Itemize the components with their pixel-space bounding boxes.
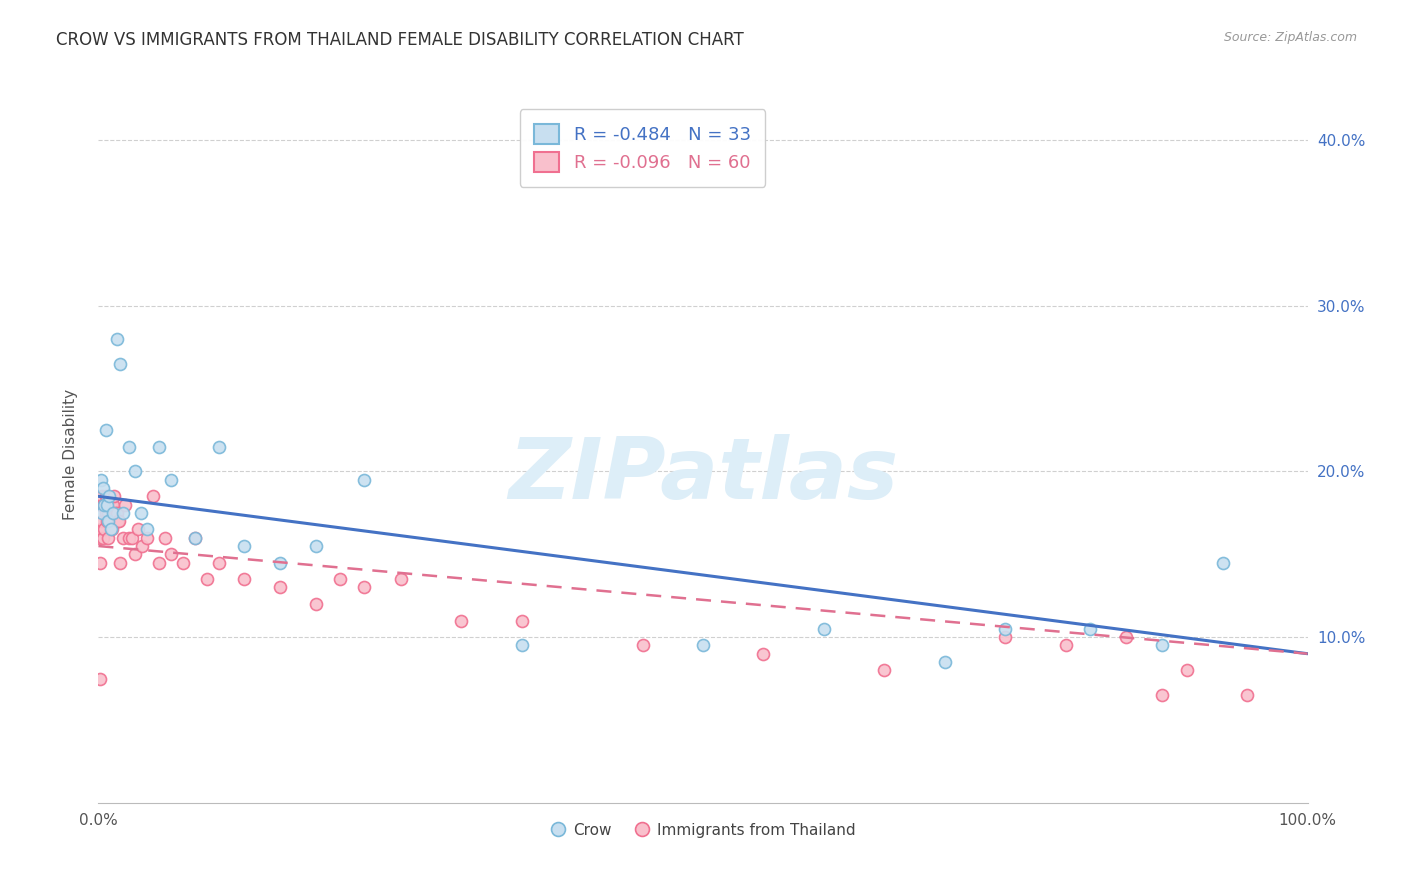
Point bbox=[1175, 663, 1198, 677]
Point bbox=[353, 473, 375, 487]
Point bbox=[118, 531, 141, 545]
Point bbox=[108, 556, 131, 570]
Point bbox=[101, 506, 124, 520]
Point bbox=[97, 506, 120, 520]
Y-axis label: Female Disability: Female Disability bbox=[63, 389, 77, 521]
Point bbox=[94, 489, 117, 503]
Point bbox=[752, 647, 775, 661]
Point bbox=[450, 614, 472, 628]
Point bbox=[305, 539, 328, 553]
Point bbox=[129, 506, 152, 520]
Point bbox=[105, 506, 128, 520]
Point bbox=[103, 489, 125, 503]
Point bbox=[91, 531, 114, 545]
Point bbox=[100, 523, 122, 537]
Point bbox=[114, 498, 136, 512]
Point bbox=[101, 498, 124, 512]
Point bbox=[160, 547, 183, 561]
Point bbox=[98, 489, 121, 503]
Point bbox=[1236, 688, 1258, 702]
Point bbox=[91, 489, 114, 503]
Point bbox=[692, 639, 714, 653]
Point bbox=[91, 481, 114, 495]
Point bbox=[89, 672, 111, 686]
Point bbox=[389, 572, 412, 586]
Point bbox=[108, 357, 131, 371]
Point bbox=[631, 639, 654, 653]
Point bbox=[97, 531, 120, 545]
Point bbox=[135, 531, 157, 545]
Point bbox=[148, 440, 170, 454]
Point bbox=[131, 539, 153, 553]
Point bbox=[353, 581, 375, 595]
Point bbox=[89, 556, 111, 570]
Point bbox=[108, 514, 131, 528]
Point bbox=[172, 556, 194, 570]
Point bbox=[269, 581, 291, 595]
Point bbox=[934, 655, 956, 669]
Point bbox=[96, 498, 118, 512]
Point bbox=[118, 440, 141, 454]
Text: ZIPatlas: ZIPatlas bbox=[508, 434, 898, 517]
Point bbox=[127, 523, 149, 537]
Point bbox=[100, 523, 122, 537]
Point bbox=[813, 622, 835, 636]
Point bbox=[232, 572, 254, 586]
Point bbox=[96, 498, 118, 512]
Point bbox=[873, 663, 896, 677]
Point bbox=[107, 514, 129, 528]
Point bbox=[994, 622, 1017, 636]
Point bbox=[100, 498, 122, 512]
Point bbox=[121, 531, 143, 545]
Point bbox=[1212, 556, 1234, 570]
Point bbox=[124, 465, 146, 479]
Point bbox=[90, 523, 112, 537]
Point bbox=[96, 514, 118, 528]
Point bbox=[142, 489, 165, 503]
Point bbox=[1054, 639, 1077, 653]
Point bbox=[153, 531, 176, 545]
Point bbox=[93, 498, 115, 512]
Point bbox=[124, 547, 146, 561]
Point bbox=[184, 531, 207, 545]
Point bbox=[89, 531, 111, 545]
Point bbox=[1078, 622, 1101, 636]
Point bbox=[91, 506, 114, 520]
Point bbox=[93, 498, 115, 512]
Point bbox=[98, 514, 121, 528]
Point bbox=[91, 514, 114, 528]
Point bbox=[269, 556, 291, 570]
Point bbox=[510, 614, 533, 628]
Point bbox=[90, 473, 112, 487]
Point bbox=[208, 440, 231, 454]
Point bbox=[1115, 630, 1137, 644]
Text: Source: ZipAtlas.com: Source: ZipAtlas.com bbox=[1223, 31, 1357, 45]
Point bbox=[91, 498, 114, 512]
Point bbox=[195, 572, 218, 586]
Point bbox=[111, 506, 134, 520]
Legend: Crow, Immigrants from Thailand: Crow, Immigrants from Thailand bbox=[544, 817, 862, 844]
Point bbox=[94, 423, 117, 437]
Point bbox=[232, 539, 254, 553]
Point bbox=[208, 556, 231, 570]
Point bbox=[994, 630, 1017, 644]
Point bbox=[510, 639, 533, 653]
Point bbox=[93, 523, 115, 537]
Point bbox=[305, 597, 328, 611]
Point bbox=[1152, 639, 1174, 653]
Point bbox=[329, 572, 352, 586]
Point bbox=[94, 506, 117, 520]
Point bbox=[160, 473, 183, 487]
Text: CROW VS IMMIGRANTS FROM THAILAND FEMALE DISABILITY CORRELATION CHART: CROW VS IMMIGRANTS FROM THAILAND FEMALE … bbox=[56, 31, 744, 49]
Point bbox=[148, 556, 170, 570]
Point bbox=[1152, 688, 1174, 702]
Point bbox=[111, 531, 134, 545]
Point bbox=[135, 523, 157, 537]
Point bbox=[184, 531, 207, 545]
Point bbox=[104, 506, 127, 520]
Point bbox=[90, 498, 112, 512]
Point bbox=[97, 514, 120, 528]
Point bbox=[105, 332, 128, 346]
